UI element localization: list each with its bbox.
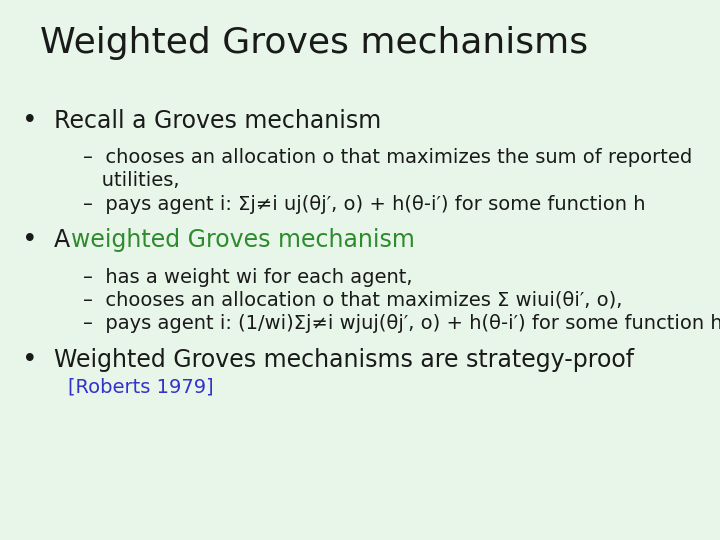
- Text: •: •: [22, 347, 38, 373]
- Text: weighted Groves mechanism: weighted Groves mechanism: [71, 228, 415, 252]
- Text: Recall a Groves mechanism: Recall a Groves mechanism: [54, 110, 382, 133]
- Text: •: •: [22, 109, 38, 134]
- Text: –  pays agent i: Σj≠i uj(θj′, o) + h(θ-i′) for some function h: – pays agent i: Σj≠i uj(θj′, o) + h(θ-i′…: [83, 194, 645, 214]
- Text: –  chooses an allocation o that maximizes the sum of reported: – chooses an allocation o that maximizes…: [83, 148, 692, 167]
- Text: [Roberts 1979]: [Roberts 1979]: [68, 377, 214, 397]
- Text: A: A: [54, 228, 78, 252]
- Text: utilities,: utilities,: [83, 171, 179, 191]
- Text: –  chooses an allocation o that maximizes Σ wiui(θi′, o),: – chooses an allocation o that maximizes…: [83, 291, 622, 310]
- Text: •: •: [22, 227, 38, 253]
- Text: –  pays agent i: (1/wi)Σj≠i wjuj(θj′, o) + h(θ-i′) for some function h: – pays agent i: (1/wi)Σj≠i wjuj(θj′, o) …: [83, 314, 720, 333]
- Text: Weighted Groves mechanisms: Weighted Groves mechanisms: [40, 26, 588, 60]
- Text: –  has a weight wi for each agent,: – has a weight wi for each agent,: [83, 267, 413, 287]
- Text: Weighted Groves mechanisms are strategy-proof: Weighted Groves mechanisms are strategy-…: [54, 348, 634, 372]
